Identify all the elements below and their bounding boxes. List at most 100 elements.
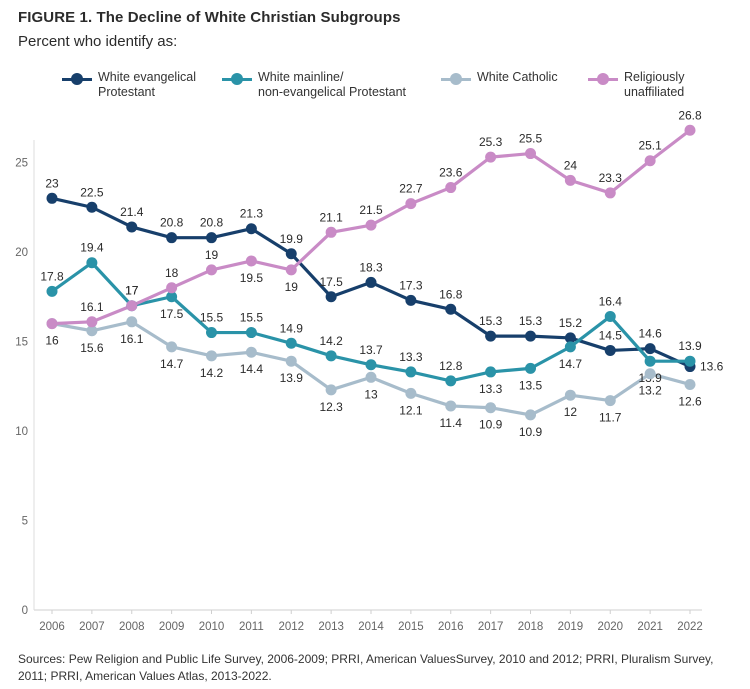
data-label-0: 19.9 — [280, 232, 304, 246]
data-label-0: 21.4 — [120, 205, 144, 219]
y-tick-label: 25 — [15, 158, 28, 170]
data-label-0: 14.6 — [638, 327, 662, 341]
legend-item-white-mainline: White mainline/ non-evangelical Protesta… — [222, 70, 406, 100]
data-point-1 — [206, 327, 217, 339]
data-label-1: 13.3 — [399, 350, 423, 364]
data-point-1 — [46, 285, 58, 297]
legend-swatch-white-catholic — [441, 73, 471, 85]
data-label-0: 17.3 — [399, 278, 423, 292]
x-tick-label: 2021 — [637, 621, 663, 633]
x-tick-label: 2022 — [677, 621, 703, 633]
data-point-1 — [325, 350, 337, 362]
data-point-2 — [206, 350, 217, 362]
data-point-3 — [245, 255, 257, 267]
data-label-3: 17 — [125, 284, 139, 298]
data-label-2: 13.9 — [280, 371, 304, 385]
data-point-2 — [564, 389, 576, 401]
data-point-3 — [644, 155, 656, 167]
data-point-1 — [405, 366, 417, 378]
data-point-3 — [684, 124, 696, 136]
data-point-2 — [126, 316, 138, 328]
data-label-0: 16.8 — [439, 287, 463, 301]
data-point-1 — [525, 362, 536, 374]
x-tick-label: 2016 — [438, 621, 464, 633]
data-point-0 — [126, 221, 138, 233]
data-label-3: 23.3 — [599, 171, 623, 185]
data-label-3: 23.6 — [439, 166, 463, 180]
data-label-3: 16.1 — [80, 300, 104, 314]
x-tick-label: 2007 — [79, 621, 105, 633]
data-label-1: 13.7 — [359, 343, 383, 357]
data-point-0 — [564, 332, 576, 344]
y-tick-label: 20 — [15, 247, 28, 259]
data-label-1: 17.8 — [40, 269, 64, 283]
data-point-3 — [86, 316, 98, 328]
data-label-0: 15.3 — [519, 314, 543, 328]
data-label-2: 16.1 — [120, 332, 144, 346]
data-point-3 — [126, 300, 138, 312]
data-label-0: 21.3 — [240, 207, 264, 221]
x-tick-label: 2014 — [358, 621, 384, 633]
data-point-2 — [525, 409, 536, 421]
data-label-0: 14.5 — [599, 328, 623, 342]
data-point-1 — [445, 375, 457, 387]
data-label-2: 12 — [564, 405, 578, 419]
data-point-2 — [684, 378, 696, 390]
data-point-2 — [445, 400, 457, 412]
data-label-0: 13.6 — [700, 360, 724, 374]
data-label-2: 14.7 — [160, 357, 184, 371]
data-label-1: 12.8 — [439, 359, 463, 373]
legend-label-white-mainline: White mainline/ non-evangelical Protesta… — [258, 70, 407, 99]
data-label-1: 15.5 — [240, 311, 264, 325]
x-tick-label: 2010 — [199, 621, 225, 633]
data-point-1 — [166, 291, 178, 303]
data-point-3 — [445, 182, 457, 194]
data-label-0: 22.5 — [80, 185, 104, 199]
data-label-0: 23 — [45, 176, 59, 190]
data-point-2 — [325, 384, 337, 396]
data-label-2: 13.2 — [638, 384, 662, 398]
data-label-1: 14.2 — [319, 334, 343, 348]
data-point-0 — [365, 276, 377, 288]
data-label-3: 24 — [564, 158, 578, 172]
data-label-1: 19.4 — [80, 241, 104, 255]
data-label-3: 26.8 — [678, 108, 702, 122]
x-tick-label: 2020 — [597, 621, 623, 633]
x-tick-label: 2018 — [518, 621, 544, 633]
data-label-3: 18 — [165, 266, 179, 280]
data-point-3 — [525, 148, 536, 160]
data-label-2: 12.3 — [319, 400, 343, 414]
data-label-0: 20.8 — [200, 216, 224, 230]
data-point-1 — [285, 337, 297, 349]
data-point-0 — [644, 343, 656, 355]
data-point-1 — [604, 310, 616, 322]
sources-note: Sources: Pew Religion and Public Life Su… — [18, 652, 714, 683]
data-label-3: 22.7 — [399, 182, 423, 196]
data-point-0 — [285, 248, 297, 260]
data-point-3 — [166, 282, 178, 294]
data-label-3: 21.5 — [359, 203, 383, 217]
data-label-2: 13 — [364, 387, 378, 401]
data-point-2 — [365, 371, 377, 383]
data-point-0 — [485, 330, 497, 342]
x-tick-label: 2019 — [558, 621, 584, 633]
data-label-0: 20.8 — [160, 216, 184, 230]
legend-item-white-evangelical: White evangelical Protestant — [62, 70, 196, 100]
chart-subtitle: Percent who identify as: — [18, 33, 178, 50]
x-tick-label: 2013 — [318, 621, 344, 633]
data-point-1 — [644, 355, 656, 367]
data-label-2: 11.4 — [440, 416, 463, 430]
data-point-3 — [485, 151, 497, 163]
data-point-3 — [604, 187, 616, 199]
data-label-3: 19 — [205, 248, 219, 262]
data-label-1: 13.3 — [479, 382, 503, 396]
data-label-2: 11.7 — [599, 411, 622, 425]
data-point-0 — [166, 232, 178, 244]
data-label-3: 21.1 — [319, 210, 343, 224]
data-point-1 — [245, 327, 257, 339]
data-point-3 — [206, 264, 217, 276]
data-label-1: 13.9 — [678, 339, 702, 353]
legend-label-white-catholic: White Catholic — [477, 70, 558, 84]
data-point-2 — [245, 346, 257, 358]
